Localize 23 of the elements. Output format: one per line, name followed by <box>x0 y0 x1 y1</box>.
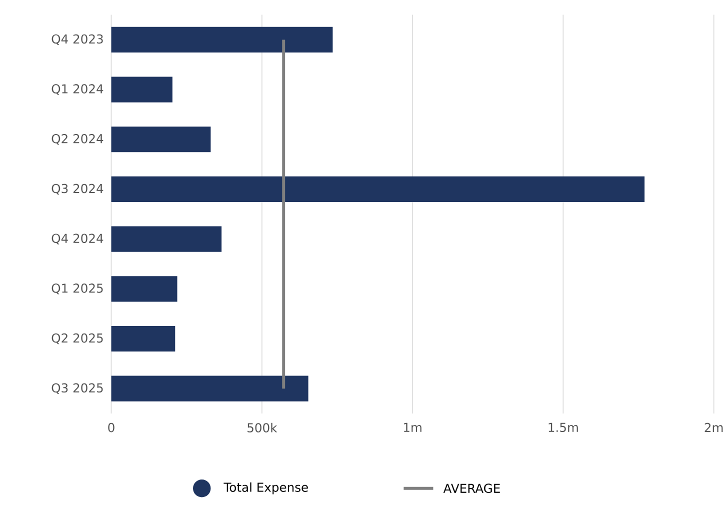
y-tick-label: Q2 2024 <box>52 134 104 145</box>
x-tick-label: 2m <box>704 422 723 432</box>
bar <box>111 226 222 252</box>
bar <box>111 376 308 402</box>
x-tick-label: 500k <box>248 422 278 432</box>
bar <box>111 26 333 52</box>
x-tick-label: 1.5m <box>548 422 578 432</box>
y-tick-label: Q1 2024 <box>52 84 104 95</box>
x-tick-label: 1m <box>404 422 422 432</box>
legend-label: AVERAGE <box>443 484 500 493</box>
bar <box>111 126 211 152</box>
y-tick-label: Q4 2024 <box>52 234 104 244</box>
y-tick-label: Q3 2024 <box>52 184 104 195</box>
x-tick-label: 0 <box>108 422 114 432</box>
bar <box>111 76 172 102</box>
y-tick-label: Q3 2025 <box>52 383 103 394</box>
y-tick-label: Q2 2025 <box>52 333 103 344</box>
bar <box>111 176 645 202</box>
legend-label: Total Expense <box>224 482 308 494</box>
bar <box>111 276 178 302</box>
y-tick-label: Q4 2023 <box>52 34 103 46</box>
bar <box>111 326 176 352</box>
y-tick-label: Q1 2025 <box>52 284 103 294</box>
